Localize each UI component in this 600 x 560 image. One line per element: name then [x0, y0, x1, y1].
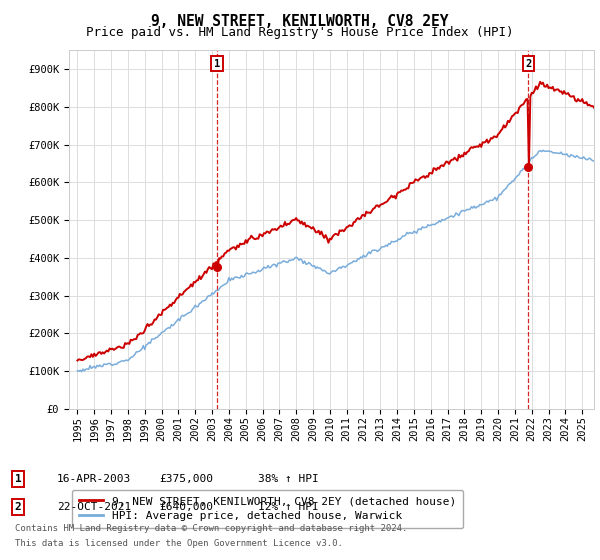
Text: Price paid vs. HM Land Registry's House Price Index (HPI): Price paid vs. HM Land Registry's House … [86, 26, 514, 39]
Text: Contains HM Land Registry data © Crown copyright and database right 2024.: Contains HM Land Registry data © Crown c… [15, 524, 407, 533]
Text: £375,000: £375,000 [159, 474, 213, 484]
Text: This data is licensed under the Open Government Licence v3.0.: This data is licensed under the Open Gov… [15, 539, 343, 548]
Text: 16-APR-2003: 16-APR-2003 [57, 474, 131, 484]
Text: 2: 2 [14, 502, 22, 512]
Text: £640,000: £640,000 [159, 502, 213, 512]
Text: 22-OCT-2021: 22-OCT-2021 [57, 502, 131, 512]
Text: 1: 1 [14, 474, 22, 484]
Text: 9, NEW STREET, KENILWORTH, CV8 2EY: 9, NEW STREET, KENILWORTH, CV8 2EY [151, 14, 449, 29]
Legend: 9, NEW STREET, KENILWORTH, CV8 2EY (detached house), HPI: Average price, detache: 9, NEW STREET, KENILWORTH, CV8 2EY (deta… [72, 489, 463, 528]
Text: 38% ↑ HPI: 38% ↑ HPI [258, 474, 319, 484]
Text: 1: 1 [214, 59, 220, 69]
Text: 2: 2 [525, 59, 532, 69]
Text: 12% ↑ HPI: 12% ↑ HPI [258, 502, 319, 512]
